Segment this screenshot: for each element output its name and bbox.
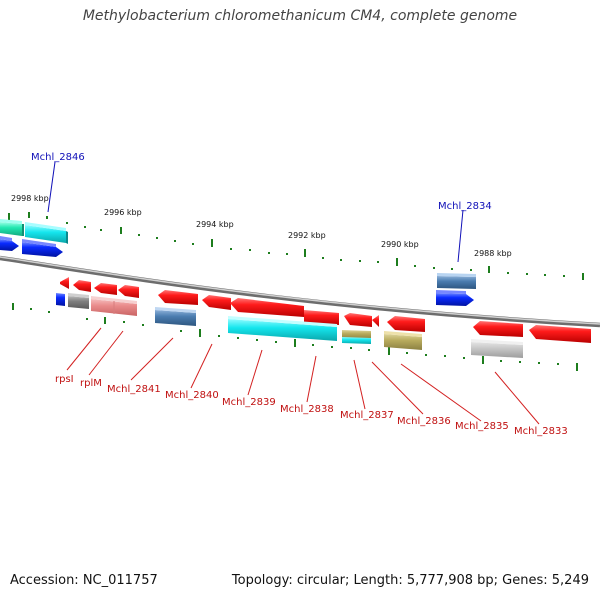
lower-label-lines: [66, 327, 540, 425]
label-line-mchl-2835: [400, 363, 482, 422]
scale-label-2990: 2990 kbp: [381, 240, 419, 249]
gene-label-mchl-2841: Mchl_2841: [107, 384, 161, 395]
gene-label-mchl-2834: Mchl_2834: [438, 201, 492, 212]
gene-arrow-red-4: [118, 285, 139, 298]
gene-label-mchl-2838: Mchl_2838: [280, 404, 334, 415]
gene-feature-steel-mchl-2834: [437, 273, 476, 289]
gene-feature-steel-lower: [155, 307, 196, 326]
gene-arrow-red-1: [60, 277, 69, 289]
gene-arrow-red-6: [202, 295, 231, 310]
gene-feature-blue-small: [56, 293, 65, 306]
label-line-mchl-2836: [371, 361, 424, 415]
scale-label-2988: 2988 kbp: [474, 249, 512, 258]
gene-arrow-red-11: [387, 316, 425, 332]
gene-label-mchl-2839: Mchl_2839: [222, 397, 276, 408]
label-line-mchl-2840: [190, 343, 213, 389]
lower-strand-genes: [56, 277, 591, 358]
gene-label-mchl-2837: Mchl_2837: [340, 410, 394, 421]
gene-feature-gray-small: [68, 293, 89, 309]
scale-label-2992: 2992 kbp: [288, 231, 326, 240]
gene-feature-olive-large: [384, 331, 422, 350]
genome-title: Methylobacterium chloromethanicum CM4, c…: [82, 8, 518, 24]
gene-feature-cyan-small: [342, 337, 371, 344]
lower-scale-ticks: [12, 303, 578, 371]
upper-scale-ticks: [8, 212, 584, 280]
label-line-rpsi: [66, 327, 102, 371]
gene-feature-teal-left: [0, 219, 24, 236]
gene-label-mchl-2846: Mchl_2846: [31, 152, 85, 163]
label-line-mchl-2834: [457, 209, 464, 263]
gene-label-mchl-2840: Mchl_2840: [165, 390, 219, 401]
gene-label-rpsi: rpsI: [55, 374, 74, 385]
scale-label-2998: 2998 kbp: [11, 194, 49, 203]
gene-arrow-red-5: [158, 290, 198, 305]
gene-feature-olive-small: [342, 330, 371, 339]
label-line-mchl-2846: [47, 161, 56, 213]
gene-arrow-blue-mchl-2846: [22, 239, 63, 257]
gene-arrow-red-13: [529, 325, 591, 343]
genome-backbone: [0, 255, 600, 328]
label-line-rplm: [88, 330, 124, 376]
label-line-mchl-2833: [494, 371, 540, 425]
gene-label-mchl-2835: Mchl_2835: [455, 421, 509, 432]
gene-feature-cyan-lower: [228, 316, 337, 341]
gene-label-mchl-2836: Mchl_2836: [397, 416, 451, 427]
gene-arrow-red-12: [473, 321, 523, 337]
gene-arrow-blue-right: [436, 290, 474, 306]
label-line-mchl-2839: [247, 349, 263, 396]
gene-label-mchl-2833: Mchl_2833: [514, 426, 568, 437]
gene-arrow-red-2: [73, 280, 91, 292]
gene-arrow-red-7: [230, 298, 304, 317]
scale-label-2996: 2996 kbp: [104, 208, 142, 217]
accession-text: Accession: NC_011757: [10, 573, 158, 588]
gene-label-rplm: rplM: [80, 378, 102, 389]
gene-arrow-red-8: [304, 310, 339, 325]
gene-feature-cyan-left: [25, 222, 68, 244]
gene-arrow-red-9: [344, 313, 372, 327]
gene-feature-pink: [91, 296, 137, 316]
gene-arrow-red-3: [94, 283, 117, 295]
genome-summary-text: Topology: circular; Length: 5,777,908 bp…: [231, 573, 589, 588]
gene-feature-lightgray-right: [471, 339, 523, 358]
label-line-mchl-2841: [130, 337, 174, 381]
scale-label-2994: 2994 kbp: [196, 220, 234, 229]
gene-arrow-blue-left: [0, 236, 19, 251]
label-line-mchl-2837: [353, 359, 366, 410]
upper-strand-genes: [0, 219, 476, 306]
gene-arrow-red-10: [372, 315, 379, 327]
label-line-mchl-2838: [306, 355, 317, 403]
genome-backbone-highlight: [0, 256, 600, 325]
